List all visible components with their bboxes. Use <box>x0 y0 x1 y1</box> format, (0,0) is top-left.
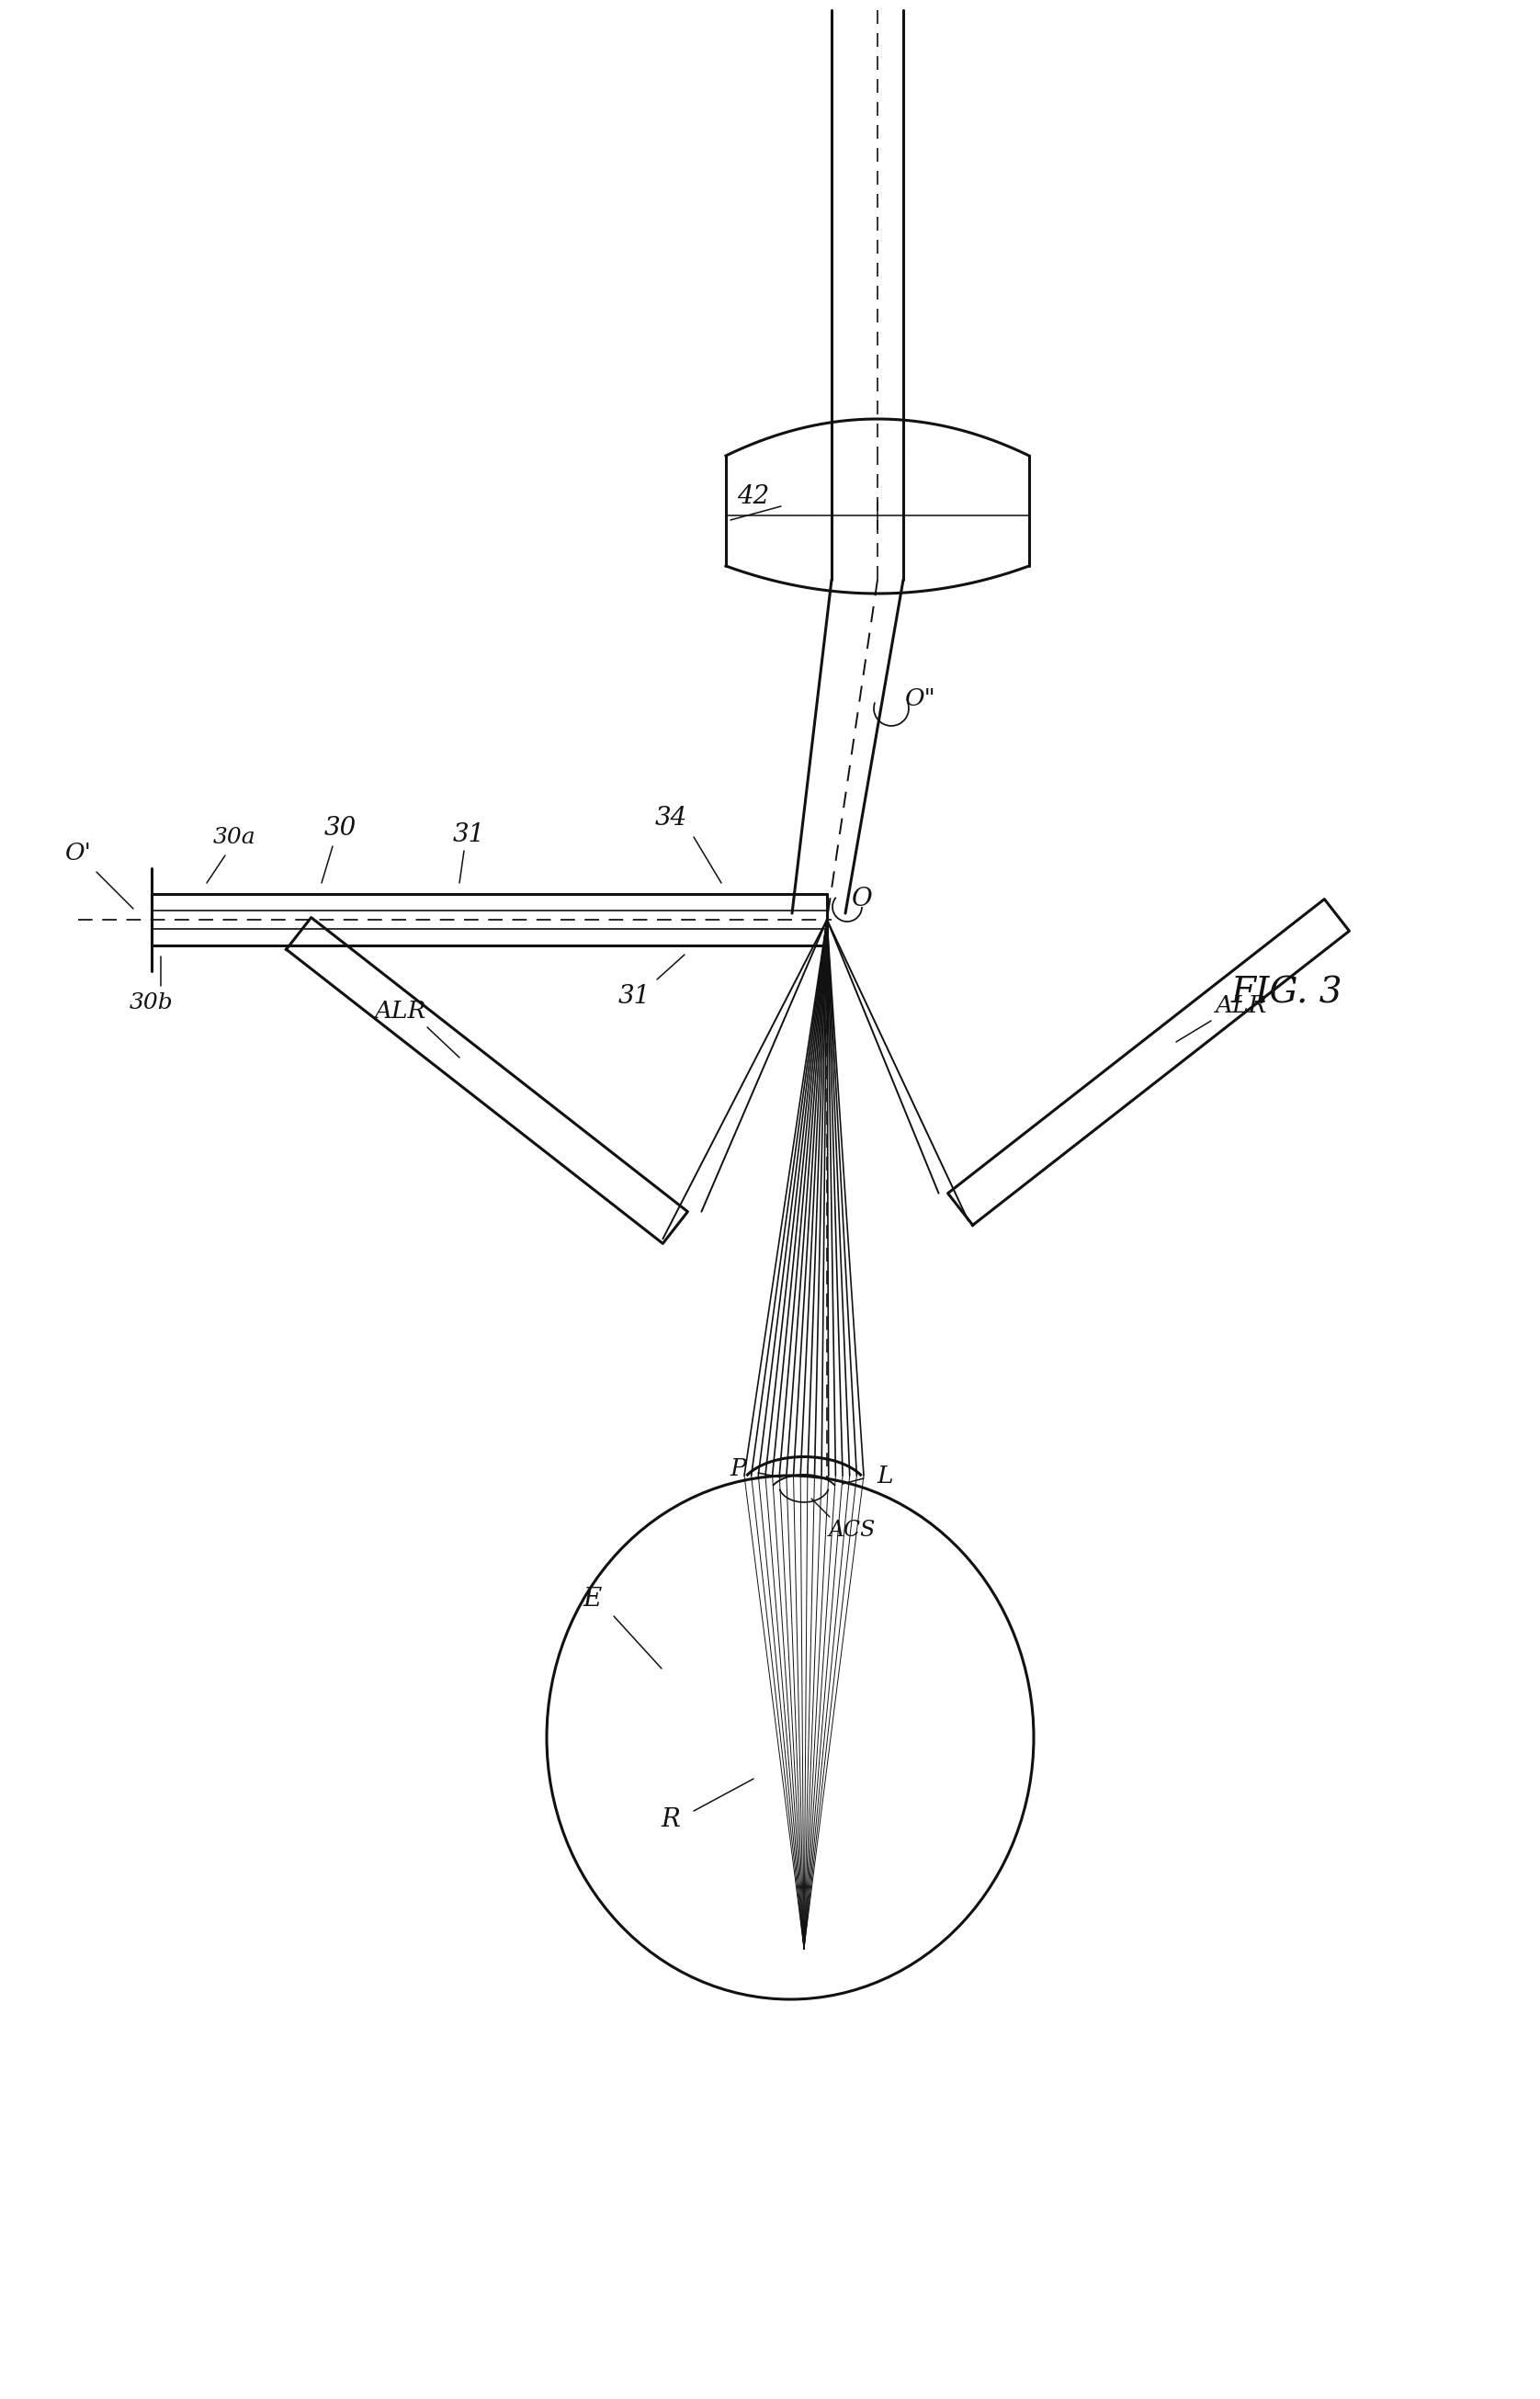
Text: ALR: ALR <box>1215 993 1266 1017</box>
Text: 31: 31 <box>453 823 485 847</box>
Text: ALR: ALR <box>374 1000 425 1022</box>
Text: 30: 30 <box>323 816 356 840</box>
Text: 30b: 30b <box>129 991 174 1012</box>
Text: 42: 42 <box>738 485 770 509</box>
Text: L: L <box>876 1463 893 1487</box>
Text: R: R <box>661 1809 681 1833</box>
Text: O': O' <box>65 842 91 866</box>
Text: E: E <box>584 1588 602 1612</box>
Text: ACS: ACS <box>829 1521 875 1540</box>
Text: 34: 34 <box>654 806 687 830</box>
Text: FIG. 3: FIG. 3 <box>1230 976 1343 1010</box>
Text: 31: 31 <box>618 984 650 1008</box>
Text: 30a: 30a <box>213 828 256 847</box>
Text: O: O <box>852 888 872 912</box>
Text: O": O" <box>906 689 936 710</box>
Text: P: P <box>730 1459 745 1480</box>
